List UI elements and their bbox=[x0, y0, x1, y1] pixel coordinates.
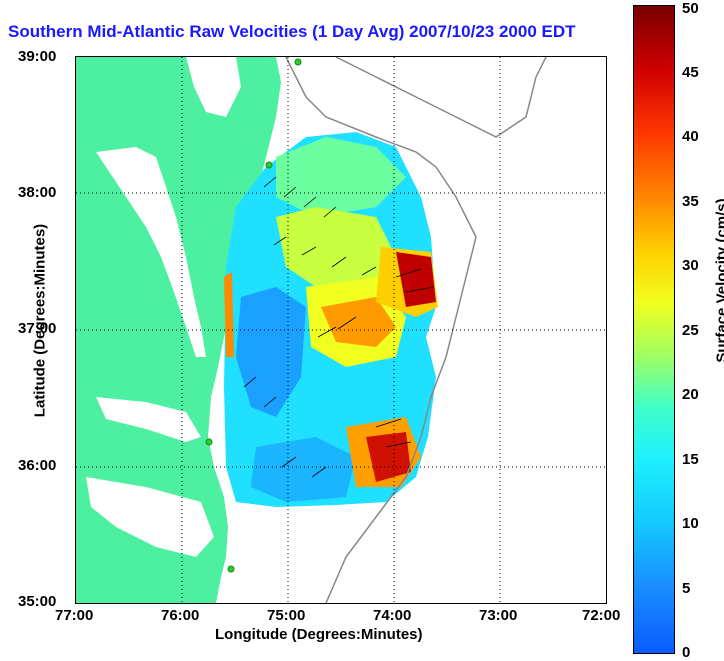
colorbar-tick: 0 bbox=[682, 644, 690, 661]
colorbar-tick: 30 bbox=[682, 257, 699, 274]
x-axis-label: Longitude (Degrees:Minutes) bbox=[215, 626, 423, 643]
y-axis-label: Latitude (Degrees:Minutes) bbox=[32, 221, 49, 421]
map-panel bbox=[75, 56, 607, 604]
y-tick-label: 36:00 bbox=[18, 457, 56, 474]
velocity-map bbox=[76, 57, 606, 603]
colorbar bbox=[633, 5, 675, 654]
x-tick-label: 74:00 bbox=[373, 607, 411, 624]
x-tick-label: 75:00 bbox=[267, 607, 305, 624]
velocity-field bbox=[224, 132, 438, 507]
x-tick-label: 77:00 bbox=[55, 607, 93, 624]
colorbar-tick: 10 bbox=[682, 515, 699, 532]
y-tick-label: 39:00 bbox=[18, 48, 56, 65]
y-tick-label: 38:00 bbox=[18, 184, 56, 201]
colorbar-tick: 25 bbox=[682, 322, 699, 339]
x-tick-label: 73:00 bbox=[479, 607, 517, 624]
colorbar-tick: 20 bbox=[682, 386, 699, 403]
colorbar-label: Surface Velocity (cm/s) bbox=[714, 181, 724, 381]
deep-contour bbox=[336, 57, 546, 137]
colorbar-tick: 35 bbox=[682, 193, 699, 210]
y-tick-label: 35:00 bbox=[18, 593, 56, 610]
x-tick-label: 72:00 bbox=[582, 607, 620, 624]
colorbar-tick: 40 bbox=[682, 128, 699, 145]
colorbar-tick: 50 bbox=[682, 0, 699, 17]
x-tick-label: 76:00 bbox=[161, 607, 199, 624]
colorbar-tick: 5 bbox=[682, 580, 690, 597]
map-title: Southern Mid-Atlantic Raw Velocities (1 … bbox=[8, 22, 576, 42]
colorbar-tick: 15 bbox=[682, 451, 699, 468]
colorbar-tick: 45 bbox=[682, 64, 699, 81]
